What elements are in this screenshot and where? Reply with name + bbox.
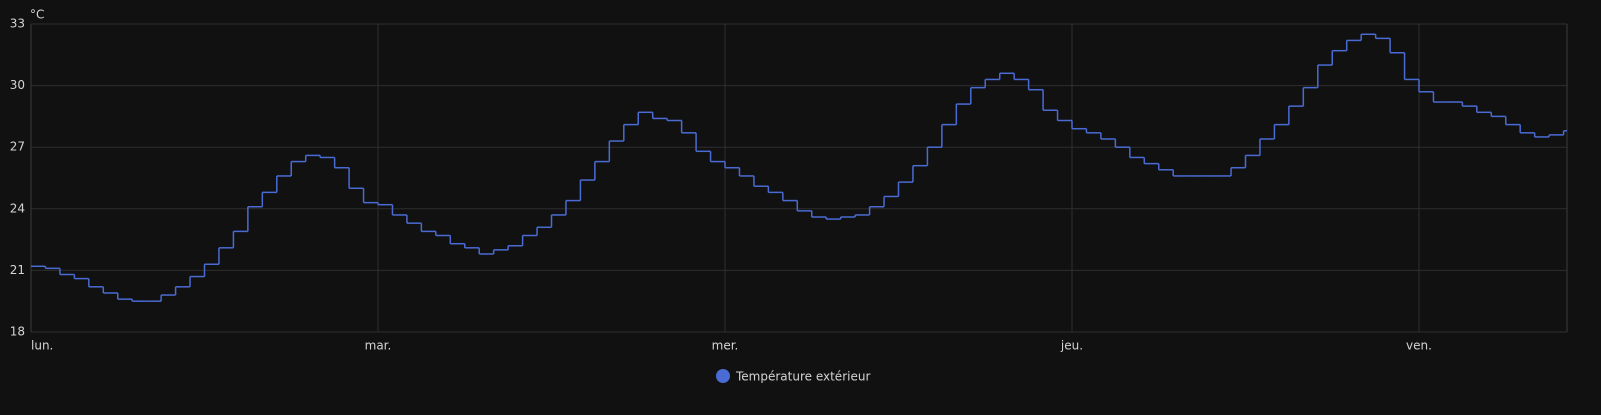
- x-tick-label: lun.: [31, 339, 53, 353]
- y-tick-label: 33: [10, 17, 25, 31]
- x-tick-label: ven.: [1406, 339, 1432, 353]
- y-tick-label: 27: [10, 140, 25, 154]
- y-tick-label: 30: [10, 78, 25, 92]
- legend-label: Température extérieur: [735, 370, 870, 384]
- y-tick-label: 18: [10, 325, 25, 339]
- y-tick-label: 21: [10, 263, 25, 277]
- x-tick-label: mer.: [712, 339, 739, 353]
- y-unit: °C: [30, 8, 44, 22]
- legend-marker: [716, 369, 730, 383]
- x-tick-label: mar.: [365, 339, 392, 353]
- x-tick-label: jeu.: [1060, 339, 1083, 353]
- y-tick-label: 24: [10, 201, 25, 215]
- series: [31, 33, 1567, 302]
